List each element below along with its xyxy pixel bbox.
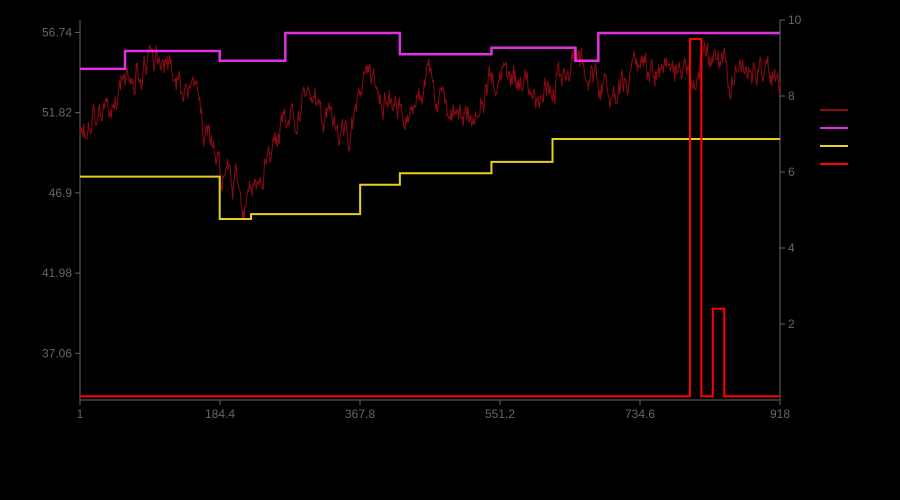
y-left-tick-label: 37.06 (42, 346, 72, 360)
x-tick-label: 1 (77, 407, 84, 421)
y-right-tick-label: 2 (788, 317, 795, 331)
y-left-tick-label: 41.98 (42, 266, 72, 280)
y-left-tick-label: 51.82 (42, 106, 72, 120)
x-tick-label: 551.2 (485, 407, 515, 421)
x-tick-label: 918 (770, 407, 790, 421)
x-tick-label: 734.6 (625, 407, 655, 421)
y-right-tick-label: 8 (788, 89, 795, 103)
chart-svg: 1 184.4 367.8 551.2 734.6 918 37.06 41.98 46.9 51… (0, 0, 900, 500)
y-right-tick-label: 6 (788, 165, 795, 179)
y-right-tick-label: 10 (788, 13, 802, 27)
x-tick-label: 184.4 (205, 407, 235, 421)
chart-bg (0, 0, 900, 500)
y-left-tick-label: 56.74 (42, 25, 72, 39)
y-right-tick-label: 4 (788, 241, 795, 255)
chart-container: 1 184.4 367.8 551.2 734.6 918 37.06 41.98 46.9 51… (0, 0, 900, 500)
y-left-tick-label: 46.9 (49, 186, 73, 200)
x-tick-label: 367.8 (345, 407, 375, 421)
